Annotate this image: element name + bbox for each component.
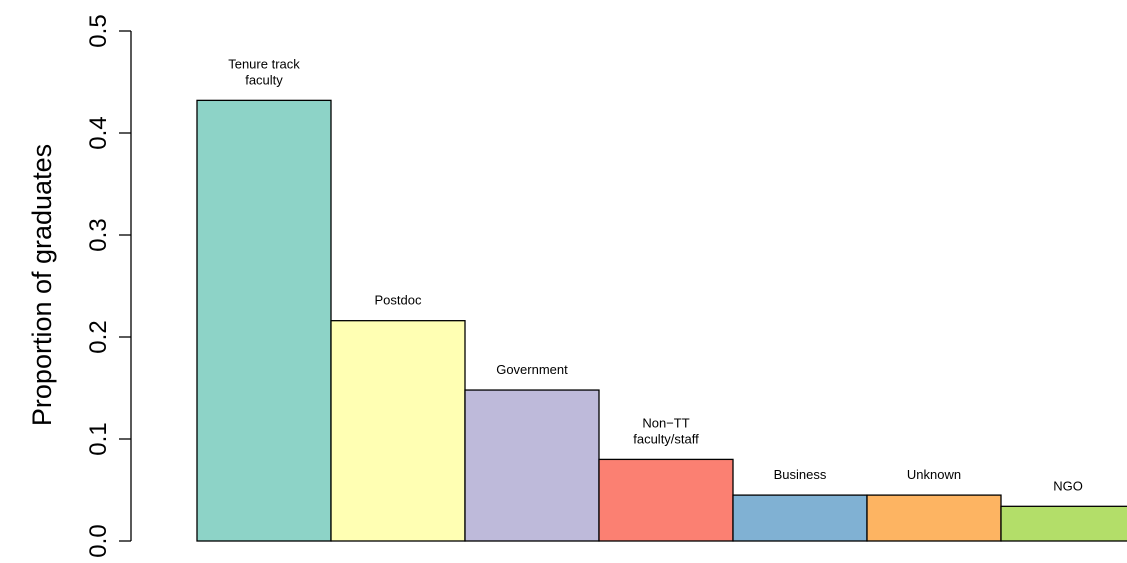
bar-label: Tenure track: [228, 56, 300, 71]
bar: [464, 389, 600, 542]
bar: [196, 99, 332, 542]
bar-label: faculty: [245, 72, 283, 87]
y-tick-label: 0.2: [85, 320, 112, 353]
y-axis: 0.0 0.1 0.2 0.3 0.4 0.5: [85, 14, 132, 558]
bar: [866, 494, 1002, 542]
bar-label: Postdoc: [375, 293, 422, 308]
y-tick-label: 0.3: [85, 218, 112, 251]
bar-label: faculty/staff: [633, 431, 699, 446]
bar-label: Unknown: [907, 467, 961, 482]
bar-label: Government: [496, 362, 568, 377]
y-tick-label: 0.1: [85, 422, 112, 455]
bars: [196, 99, 1127, 542]
bar: [732, 494, 868, 542]
bar-label: Non−TT: [642, 415, 689, 430]
bar-label: NGO: [1053, 478, 1083, 493]
y-tick-label: 0.4: [85, 116, 112, 149]
bar: [330, 320, 466, 542]
y-tick-label: 0.5: [85, 14, 112, 47]
y-tick-label: 0.0: [85, 524, 112, 557]
bar: [1000, 505, 1127, 542]
y-axis-label: Proportion of graduates: [27, 144, 57, 426]
bar-label: Business: [774, 467, 827, 482]
bar: [598, 458, 734, 542]
